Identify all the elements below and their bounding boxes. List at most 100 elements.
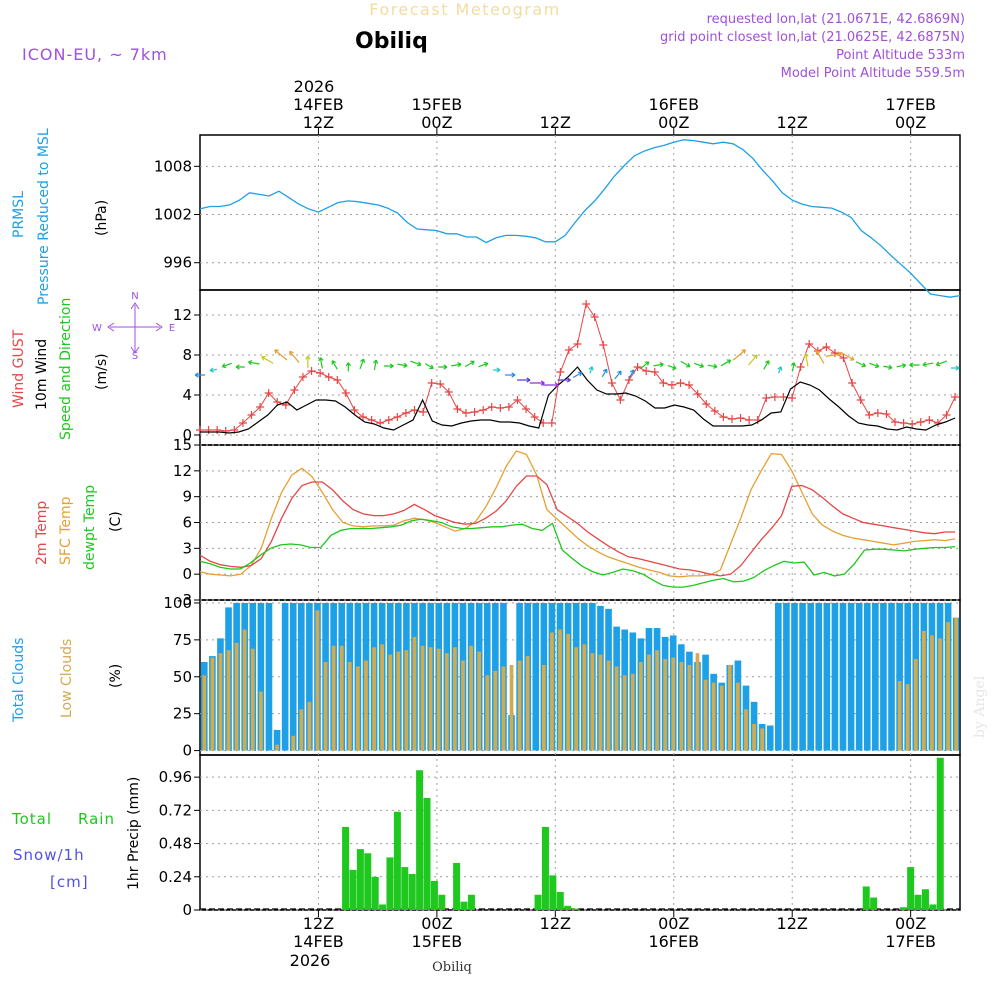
gust-marker <box>213 426 222 434</box>
total-cloud-bar <box>880 602 887 751</box>
precip-panel-frame <box>199 754 961 911</box>
wind-direction-arrow <box>221 362 232 369</box>
clouds-tick-label: 0 <box>182 742 192 760</box>
low-cloud-bar <box>695 653 700 751</box>
low-cloud-bar <box>493 670 498 751</box>
gust-marker <box>891 418 900 426</box>
wind-10m-label: 10m Wind <box>34 339 50 410</box>
total-cloud-bar <box>823 602 831 751</box>
bottom-date-label: 17FEB <box>885 932 936 951</box>
gust-marker <box>839 354 848 362</box>
precip-bar <box>386 857 394 910</box>
precip-bar <box>342 826 350 910</box>
bottom-date-label: 16FEB <box>648 932 699 951</box>
temp-2m-label: 2m Temp <box>34 501 50 565</box>
gust-marker <box>727 415 736 423</box>
low-cloud-bar <box>315 610 320 751</box>
total-cloud-bar <box>273 729 281 751</box>
gust-marker <box>616 396 625 404</box>
low-clouds-label: Low Clouds <box>59 639 75 718</box>
wind-direction-arrow <box>318 357 324 369</box>
gust-marker <box>333 376 342 384</box>
low-cloud-bar <box>509 664 514 751</box>
low-cloud-bar <box>703 679 708 751</box>
precip-bar <box>393 811 401 910</box>
low-cloud-bar <box>542 664 546 751</box>
wind-direction-arrow <box>289 350 300 364</box>
low-cloud-bar <box>574 647 579 751</box>
wind-speed-line <box>200 366 956 434</box>
temp-tick-label: 12 <box>173 462 192 480</box>
low-cloud-bar <box>307 701 312 751</box>
temp-tick-label: 15 <box>173 436 192 454</box>
low-cloud-bar <box>250 648 255 751</box>
gust-marker <box>822 343 831 351</box>
gust-marker <box>607 379 616 387</box>
gust-marker <box>264 389 273 397</box>
wind-direction-arrow <box>397 362 408 368</box>
gust-marker <box>650 368 659 376</box>
gust-marker <box>384 416 393 424</box>
top-hour-label: 00Z <box>895 113 926 132</box>
wind-direction-arrow <box>345 362 351 372</box>
total-cloud-bar <box>783 602 790 751</box>
total-cloud-bar <box>799 602 806 751</box>
gust-marker <box>393 413 402 421</box>
total-cloud-bar <box>766 725 774 751</box>
gust-marker <box>401 409 410 417</box>
gust-marker <box>702 400 711 408</box>
total-clouds-label: Total Clouds <box>11 638 27 723</box>
wind-unit: (m/s) <box>94 353 110 390</box>
wind-direction-arrow <box>883 364 893 370</box>
gust-marker <box>882 410 891 418</box>
precip-bar <box>423 797 431 910</box>
gust-marker <box>461 409 470 417</box>
pressure-tick-label: 1002 <box>154 206 192 224</box>
low-cloud-bar <box>453 647 457 751</box>
wind-direction-arrow <box>707 363 718 369</box>
total-cloud-bar <box>775 602 782 751</box>
bottom-hour-label: 12Z <box>777 914 808 933</box>
total-cloud-bar <box>839 602 847 751</box>
wind-direction-arrow <box>909 362 920 368</box>
wind-direction-arrow <box>572 371 583 379</box>
wind-direction-arrow <box>693 362 705 369</box>
gust-marker <box>590 313 599 321</box>
low-cloud-bar <box>630 673 635 751</box>
wind-direction-arrow <box>451 362 462 368</box>
y-tick-labels: 9961002100804812-303691215025507510000.2… <box>154 157 200 919</box>
wind-direction-arrow <box>855 361 866 368</box>
wind-direction-arrow <box>493 367 501 373</box>
gust-marker <box>745 416 754 424</box>
low-cloud-bar <box>736 682 740 751</box>
snow-label: Snow/1h <box>13 846 85 864</box>
wind-series <box>194 300 960 435</box>
wind-tick-label: 12 <box>173 306 192 324</box>
gust-marker <box>513 396 522 404</box>
precip-bar <box>438 894 446 910</box>
wind-direction-arrow <box>529 380 545 386</box>
temp-tick-label: 6 <box>182 514 192 532</box>
wind-direction-arrow <box>653 362 664 368</box>
gust-marker <box>633 363 642 371</box>
precip-bar <box>534 894 542 910</box>
point-altitude: Point Altitude 533m <box>836 48 965 63</box>
gust-marker <box>204 426 213 434</box>
gust-marker <box>848 379 857 387</box>
gust-marker <box>676 379 685 387</box>
low-cloud-bar <box>339 645 344 751</box>
snow-unit: [cm] <box>50 873 89 891</box>
low-cloud-bar <box>356 666 360 751</box>
gust-marker <box>642 367 651 375</box>
compass-n: N <box>131 291 138 302</box>
wind-direction-arrow <box>748 354 758 366</box>
total-cloud-bar <box>791 602 798 751</box>
gust-marker <box>805 340 814 348</box>
low-cloud-bar <box>331 645 336 751</box>
precip-bar <box>549 875 557 910</box>
precip-bar <box>870 897 878 910</box>
gust-marker <box>830 349 839 357</box>
precip-bar <box>921 889 929 910</box>
top-hour-label: 12Z <box>777 113 808 132</box>
